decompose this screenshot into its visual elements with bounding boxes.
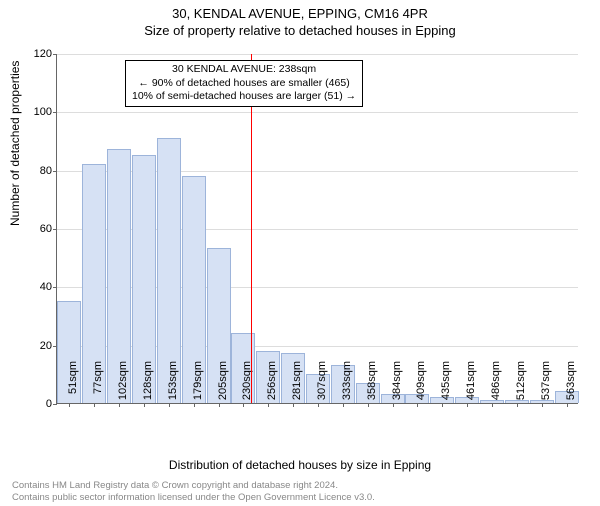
xtick-label: 409sqm: [415, 361, 427, 407]
chart-title-main: 30, KENDAL AVENUE, EPPING, CM16 4PR: [0, 6, 600, 21]
ytick-label: 80: [23, 165, 57, 177]
ytick-label: 0: [23, 398, 57, 410]
annotation-line3: 10% of semi-detached houses are larger (…: [132, 90, 356, 104]
ytick-label: 120: [23, 48, 57, 60]
ytick-label: 100: [23, 106, 57, 118]
xtick-label: 128sqm: [142, 361, 154, 407]
gridline: [57, 54, 578, 55]
chart-title-sub: Size of property relative to detached ho…: [0, 23, 600, 38]
xtick-label: 537sqm: [540, 361, 552, 407]
chart: 02040608010012051sqm77sqm102sqm128sqm153…: [56, 54, 578, 404]
xtick-label: 461sqm: [465, 361, 477, 407]
xtick-label: 179sqm: [192, 361, 204, 407]
annotation-box: 30 KENDAL AVENUE: 238sqm← 90% of detache…: [125, 60, 363, 107]
xtick-label: 384sqm: [391, 361, 403, 407]
xtick-label: 256sqm: [266, 361, 278, 407]
xtick-label: 358sqm: [366, 361, 378, 407]
xtick-label: 307sqm: [316, 361, 328, 407]
xtick-label: 435sqm: [440, 361, 452, 407]
footnote-line1: Contains HM Land Registry data © Crown c…: [12, 480, 375, 491]
xtick-label: 51sqm: [67, 361, 79, 407]
xtick-label: 153sqm: [167, 361, 179, 407]
xtick-label: 102sqm: [117, 361, 129, 407]
xtick-label: 333sqm: [341, 361, 353, 407]
xtick-label: 486sqm: [490, 361, 502, 407]
xtick-label: 512sqm: [515, 361, 527, 407]
gridline: [57, 112, 578, 113]
ytick-label: 60: [23, 223, 57, 235]
xtick-label: 205sqm: [217, 361, 229, 407]
ytick-label: 20: [23, 340, 57, 352]
annotation-line1: 30 KENDAL AVENUE: 238sqm: [132, 63, 356, 77]
plot-area: 02040608010012051sqm77sqm102sqm128sqm153…: [56, 54, 578, 404]
x-axis-label: Distribution of detached houses by size …: [0, 458, 600, 472]
xtick-label: 77sqm: [92, 361, 104, 407]
xtick-label: 281sqm: [291, 361, 303, 407]
xtick-label: 563sqm: [565, 361, 577, 407]
y-axis-label: Number of detached properties: [8, 61, 22, 226]
ytick-label: 40: [23, 281, 57, 293]
annotation-line2: ← 90% of detached houses are smaller (46…: [132, 77, 356, 91]
footnote-line2: Contains public sector information licen…: [12, 492, 375, 503]
